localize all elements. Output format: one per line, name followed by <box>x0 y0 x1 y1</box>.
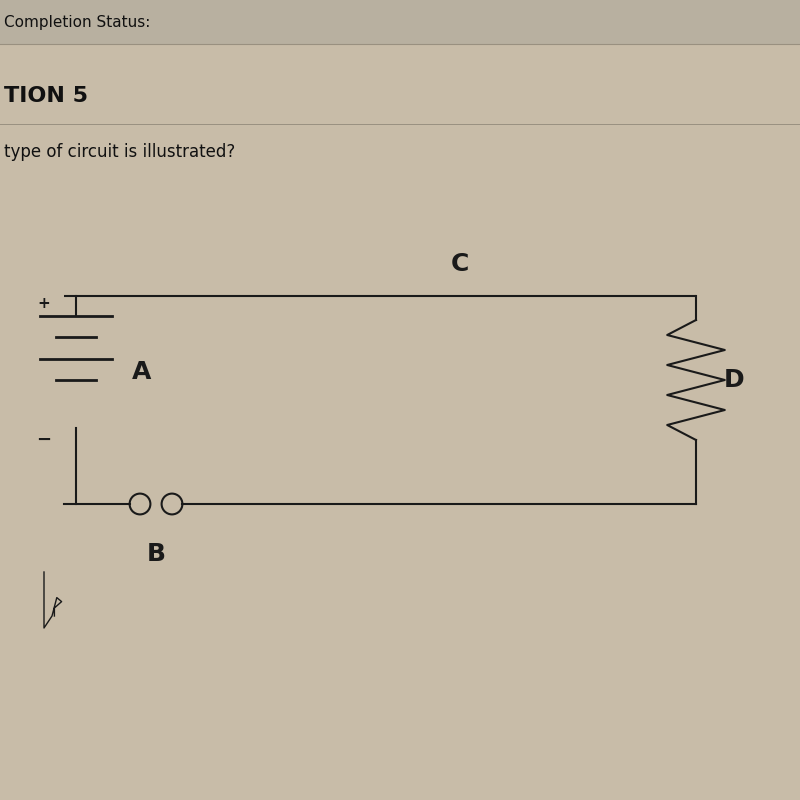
Text: type of circuit is illustrated?: type of circuit is illustrated? <box>4 143 235 161</box>
Text: −: − <box>37 431 51 449</box>
Bar <box>0 0 800 44</box>
Text: B: B <box>146 542 166 566</box>
Text: A: A <box>132 360 151 384</box>
Text: Completion Status:: Completion Status: <box>4 14 150 30</box>
Text: C: C <box>451 252 469 276</box>
Text: D: D <box>724 368 745 392</box>
Text: +: + <box>38 297 50 311</box>
Text: TION 5: TION 5 <box>4 86 88 106</box>
